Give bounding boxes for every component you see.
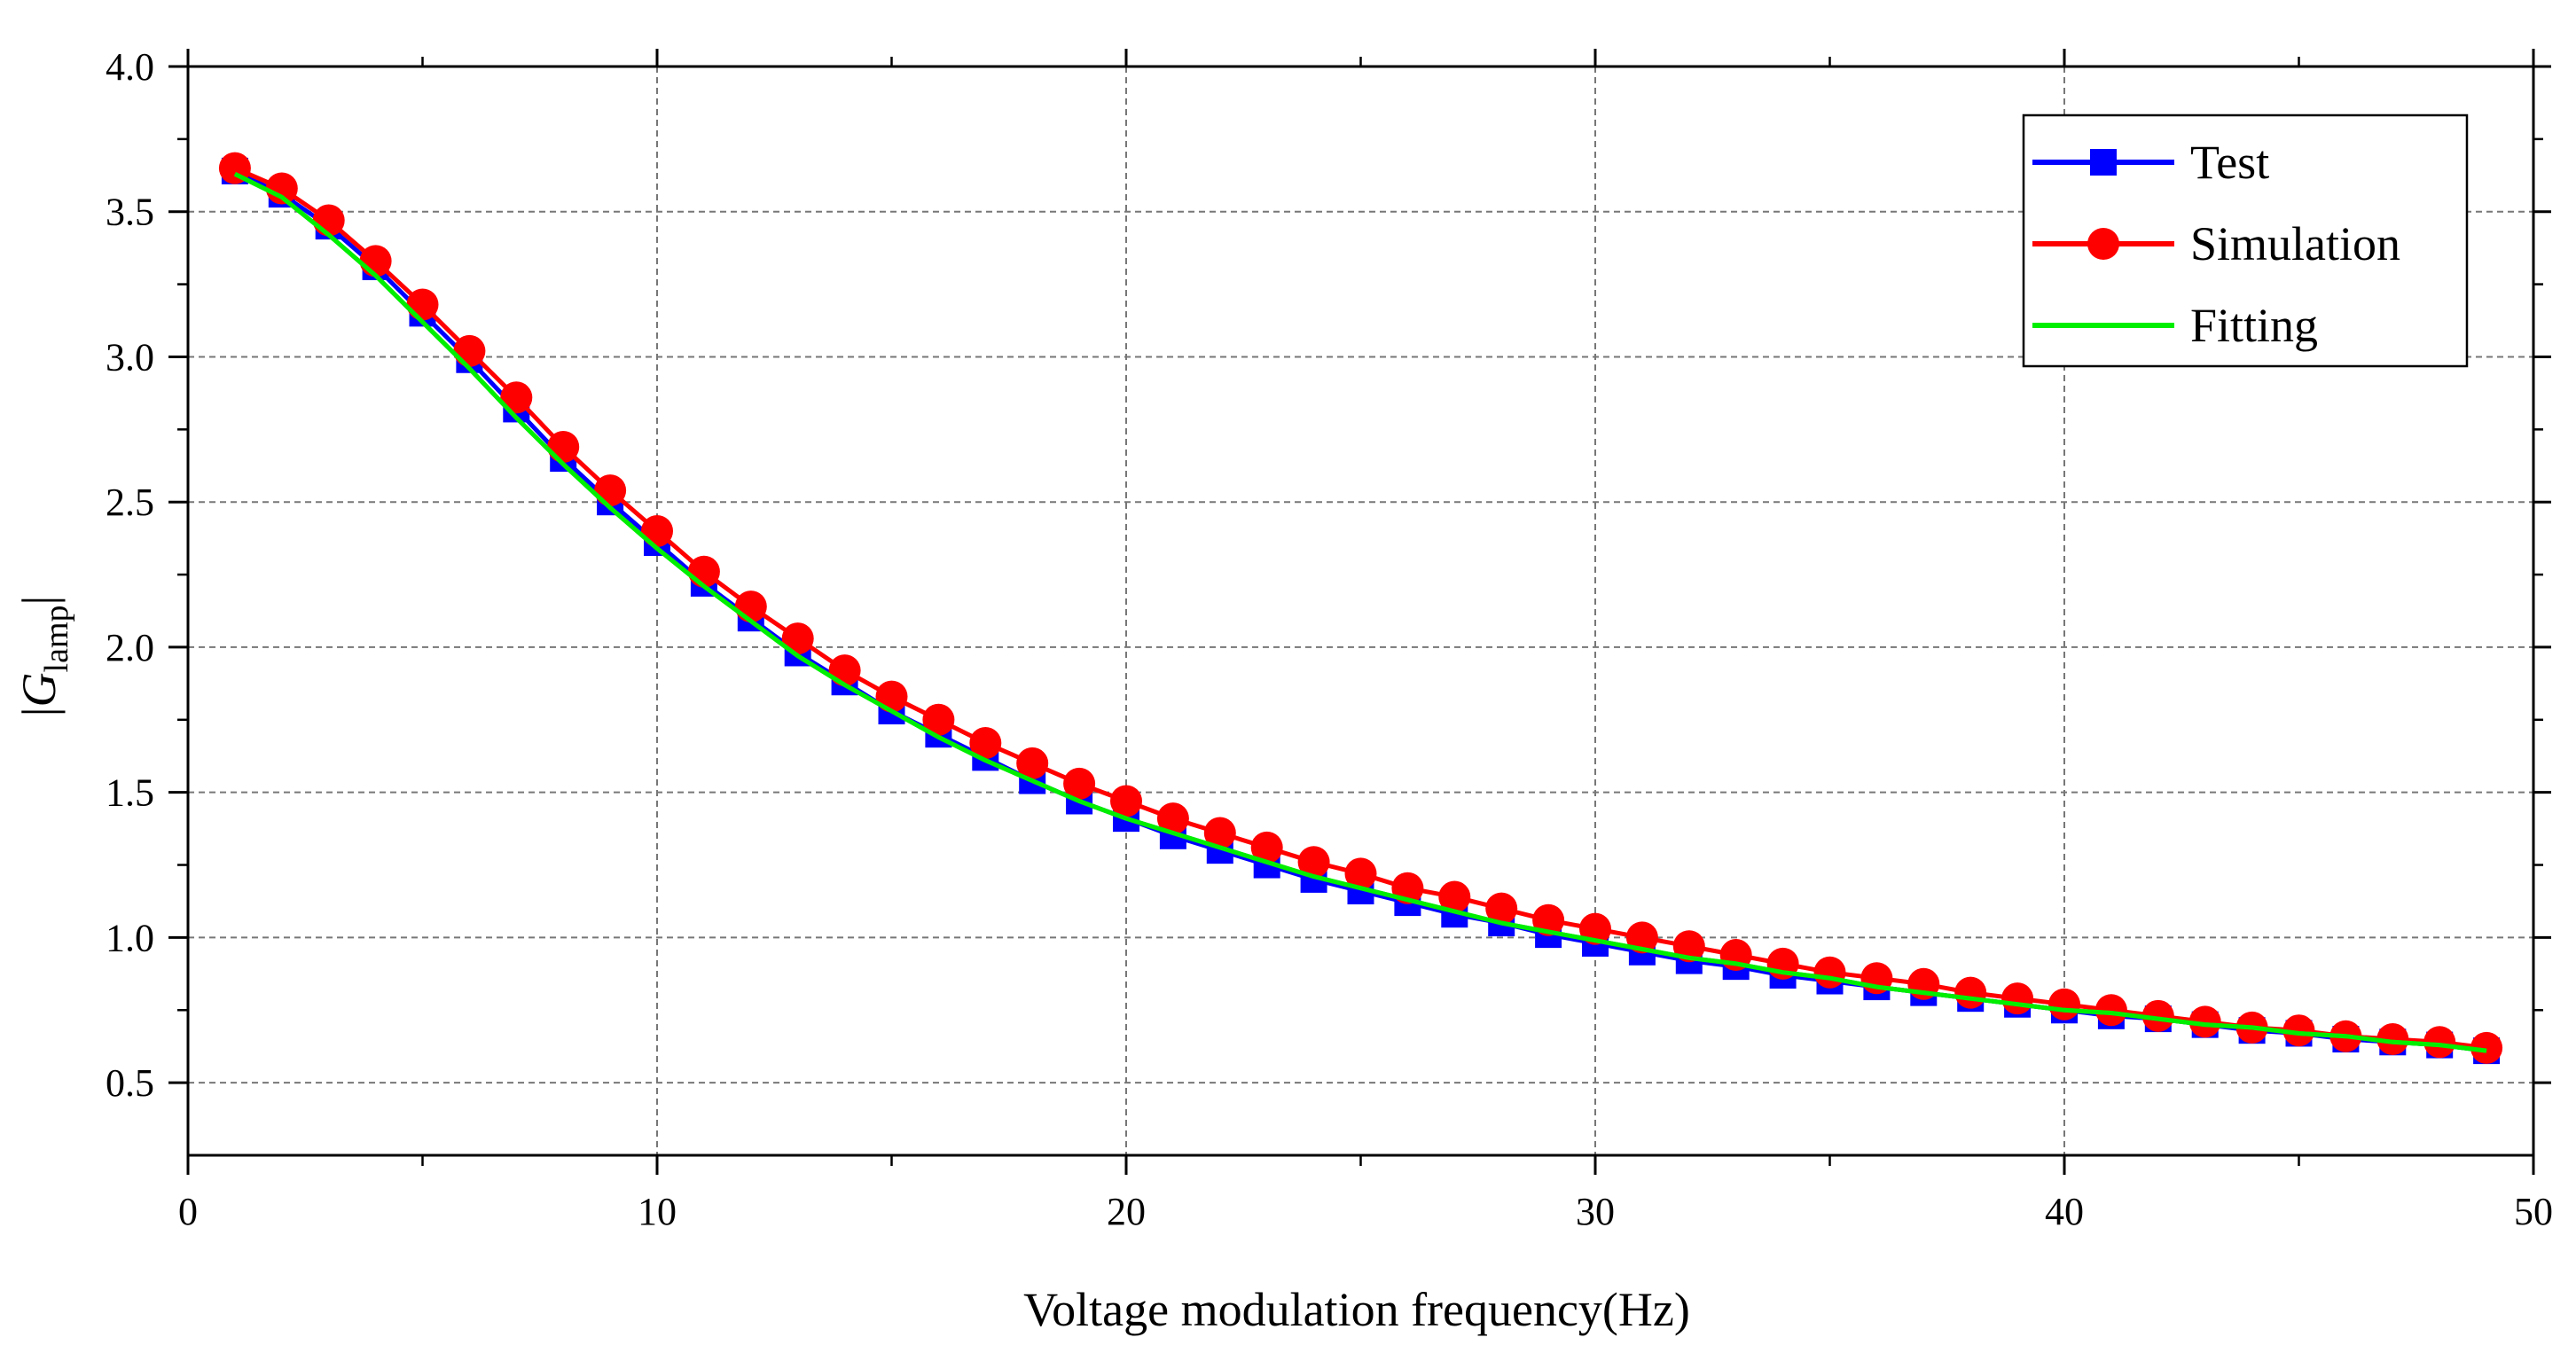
legend-label-test: Test bbox=[2190, 136, 2269, 189]
data-point-simulation bbox=[1110, 785, 1142, 817]
data-point-simulation bbox=[1016, 747, 1049, 779]
data-point-simulation bbox=[1485, 892, 1518, 925]
legend-item-fitting: Fitting bbox=[2032, 299, 2318, 352]
data-point-simulation bbox=[828, 654, 861, 687]
series-simulation bbox=[218, 152, 2503, 1064]
y-tick-label: 3.5 bbox=[106, 191, 154, 234]
data-point-simulation bbox=[2376, 1023, 2409, 1056]
data-point-simulation bbox=[2188, 1005, 2221, 1038]
y-tick-label: 4.0 bbox=[106, 45, 154, 89]
data-point-simulation bbox=[1954, 976, 1987, 1009]
legend-item-test: Test bbox=[2032, 136, 2269, 189]
series-line-fitting-overlay bbox=[233, 171, 2487, 1053]
x-tick-label: 0 bbox=[178, 1190, 198, 1233]
data-point-simulation bbox=[453, 334, 486, 367]
data-point-simulation bbox=[1813, 956, 1846, 989]
axis-ticks bbox=[168, 49, 2551, 1175]
x-tick-label: 20 bbox=[1107, 1190, 1146, 1233]
data-point-simulation bbox=[641, 514, 673, 547]
x-tick-label: 50 bbox=[2514, 1190, 2553, 1233]
data-point-simulation bbox=[2048, 988, 2080, 1021]
data-point-simulation bbox=[594, 474, 627, 507]
grid-lines bbox=[188, 66, 2533, 1155]
data-point-simulation bbox=[781, 622, 814, 655]
plot-frame bbox=[186, 65, 2535, 1157]
y-tick-label: 1.0 bbox=[106, 916, 154, 959]
x-axis-title: Voltage modulation frequency(Hz) bbox=[1023, 1283, 1690, 1336]
x-tick-labels: 0 10 20 30 40 50 bbox=[178, 1190, 2553, 1233]
legend: Test Simulation Fitting bbox=[2022, 113, 2469, 368]
y-axis-title-subscript: lamp bbox=[38, 606, 75, 673]
data-point-simulation bbox=[1438, 880, 1471, 913]
data-point-simulation bbox=[1297, 846, 1330, 879]
data-point-simulation bbox=[922, 703, 955, 736]
data-point-simulation bbox=[2470, 1031, 2503, 1064]
data-point-simulation bbox=[734, 590, 767, 623]
y-tick-label: 1.5 bbox=[106, 771, 154, 815]
y-tick-label: 2.0 bbox=[106, 626, 154, 669]
data-point-simulation bbox=[1344, 857, 1377, 890]
data-point-simulation bbox=[1250, 831, 1283, 864]
y-axis-title-prefix: | bbox=[12, 707, 66, 716]
data-point-simulation bbox=[359, 245, 392, 278]
data-point-simulation bbox=[406, 288, 439, 321]
y-tick-label: 2.5 bbox=[106, 481, 154, 524]
y-tick-label: 3.0 bbox=[106, 335, 154, 379]
data-point-simulation bbox=[687, 555, 720, 588]
data-point-simulation bbox=[1156, 802, 1189, 835]
data-point-simulation bbox=[969, 726, 1002, 759]
legend-items: Test Simulation Fitting bbox=[2032, 136, 2400, 352]
data-point-simulation bbox=[1203, 817, 1236, 849]
data-point-simulation bbox=[2423, 1026, 2456, 1059]
y-tick-labels: 0.5 1.0 1.5 2.0 2.5 3.0 3.5 4.0 bbox=[106, 45, 154, 1105]
legend-label-simulation: Simulation bbox=[2190, 217, 2400, 270]
x-tick-label: 40 bbox=[2045, 1190, 2084, 1233]
data-point-simulation bbox=[547, 430, 580, 463]
data-point-simulation bbox=[500, 381, 533, 414]
data-point-simulation bbox=[2001, 982, 2034, 1015]
legend-item-simulation: Simulation bbox=[2032, 217, 2400, 270]
y-tick-label: 0.5 bbox=[106, 1061, 154, 1105]
data-point-simulation bbox=[875, 680, 908, 713]
y-axis-title-suffix: | bbox=[12, 596, 66, 606]
x-tick-label: 10 bbox=[638, 1190, 677, 1233]
data-point-simulation bbox=[2094, 994, 2127, 1027]
series-group bbox=[218, 152, 2503, 1065]
legend-marker-test bbox=[2090, 149, 2117, 176]
x-tick-label: 30 bbox=[1576, 1190, 1615, 1233]
data-point-simulation bbox=[2141, 999, 2174, 1032]
legend-marker-simulation bbox=[2087, 228, 2119, 260]
legend-label-fitting: Fitting bbox=[2190, 299, 2318, 352]
y-axis-title-main: G bbox=[12, 672, 66, 707]
data-point-simulation bbox=[312, 204, 345, 237]
data-point-simulation bbox=[2282, 1014, 2315, 1047]
data-point-simulation bbox=[1063, 767, 1096, 800]
data-point-simulation bbox=[265, 172, 298, 205]
y-axis-title: |Glamp| bbox=[12, 596, 75, 717]
